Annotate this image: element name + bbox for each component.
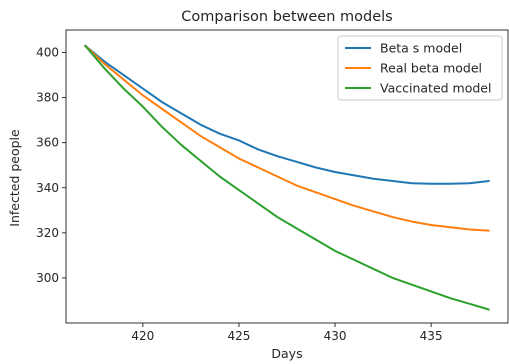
y-axis-label: Infected people	[7, 129, 22, 227]
y-tick-label: 400	[36, 46, 59, 60]
chart-title: Comparison between models	[181, 9, 392, 25]
plot-frame	[65, 29, 509, 324]
legend-label-3: Vaccinated model	[380, 81, 491, 96]
x-tick-label: 425	[228, 329, 251, 343]
y-tick-label: 320	[36, 226, 59, 240]
y-tick-label: 360	[36, 136, 59, 150]
y-tick-label: 300	[36, 271, 59, 285]
legend-label-1: Beta s model	[380, 41, 462, 56]
series-line-2	[84, 44, 490, 232]
y-tick-label: 380	[36, 91, 59, 105]
legend-box	[337, 35, 503, 101]
x-tick-label: 430	[324, 329, 347, 343]
series-line-3	[84, 44, 490, 311]
series-line-1	[84, 44, 490, 185]
x-tick-label: 435	[420, 329, 443, 343]
legend-label-2: Real beta model	[380, 61, 482, 76]
y-tick-label: 340	[36, 181, 59, 195]
plot-area: 420 425 430 435 300 320 340 360 380 400 Beta s mod…	[36, 29, 509, 343]
x-axis-label: Days	[271, 346, 302, 361]
x-tick-label: 420	[131, 329, 154, 343]
